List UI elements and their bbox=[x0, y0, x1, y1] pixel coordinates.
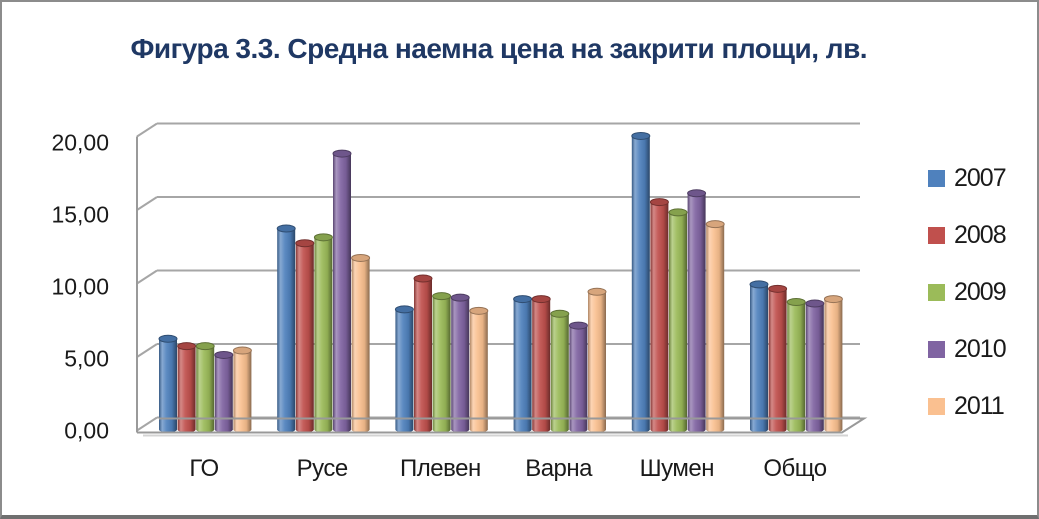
bar-2008-c1 bbox=[295, 243, 314, 430]
bar-top-2007-c0 bbox=[158, 334, 178, 343]
bar-top-2007-c2 bbox=[394, 305, 414, 314]
bar-2009-c4 bbox=[669, 212, 687, 430]
bar-top-2010-c1 bbox=[332, 149, 352, 158]
bar-2010-c5 bbox=[805, 303, 824, 430]
bar-2010-c3 bbox=[569, 325, 588, 430]
legend-item-2007: 2007 bbox=[928, 164, 1007, 192]
bar-2008-c2 bbox=[414, 278, 432, 430]
bar-top-2008-c3 bbox=[531, 295, 551, 304]
category-label: Плевен bbox=[400, 455, 481, 482]
bar-2010-c0 bbox=[214, 354, 233, 430]
bar-2008-c4 bbox=[650, 202, 669, 430]
bar-top-2009-c5 bbox=[786, 298, 806, 307]
legend-label: 2010 bbox=[954, 335, 1007, 363]
legend-swatch-2009 bbox=[928, 284, 945, 301]
bar-top-2011-c2 bbox=[469, 306, 489, 315]
bar-2011-c5 bbox=[824, 299, 843, 430]
category-label: Варна bbox=[525, 455, 593, 482]
bar-2007-c3 bbox=[513, 299, 532, 430]
bar-top-2008-c4 bbox=[649, 198, 669, 207]
bar-2009-c5 bbox=[787, 302, 806, 430]
gridline-connector bbox=[136, 269, 158, 285]
bar-top-2011-c4 bbox=[705, 220, 725, 229]
legend-swatch-2008 bbox=[928, 227, 945, 244]
bar-top-2008-c1 bbox=[295, 239, 315, 248]
bar-2011-c3 bbox=[588, 291, 606, 430]
gridline-connector bbox=[136, 196, 158, 211]
category-label: ГО bbox=[189, 455, 218, 482]
bar-top-2011-c1 bbox=[351, 253, 371, 262]
y-tick-label: 20,00 bbox=[51, 130, 109, 156]
bar-top-2011-c3 bbox=[587, 287, 607, 296]
legend-item-2011: 2011 bbox=[928, 394, 1006, 419]
bar-top-2010-c4 bbox=[687, 189, 707, 198]
bar-2011-c1 bbox=[351, 257, 370, 430]
bar-2007-c2 bbox=[395, 309, 414, 430]
bar-2008-c3 bbox=[532, 299, 551, 430]
chart-floor bbox=[137, 417, 868, 434]
gridline-connector bbox=[136, 122, 158, 138]
y-tick-label: 10,00 bbox=[51, 274, 109, 300]
gridline-connector bbox=[136, 416, 158, 432]
bar-top-2009-c1 bbox=[313, 233, 333, 242]
legend-swatch-2010 bbox=[928, 341, 945, 358]
bar-top-2009-c0 bbox=[195, 342, 215, 351]
bar-2009-c2 bbox=[432, 296, 451, 430]
bar-2007-c5 bbox=[750, 284, 768, 430]
legend-label: 2007 bbox=[954, 164, 1007, 192]
bar-2010-c4 bbox=[687, 193, 706, 430]
y-tick-label: 15,00 bbox=[51, 202, 109, 228]
bar-top-2007-c3 bbox=[513, 295, 533, 304]
bar-2009-c1 bbox=[314, 237, 333, 430]
bar-top-2007-c4 bbox=[631, 131, 651, 140]
legend-label: 2009 bbox=[954, 278, 1007, 306]
bar-2007-c4 bbox=[631, 135, 650, 430]
legend-item-2009: 2009 bbox=[928, 278, 1007, 306]
legend-item-2008: 2008 bbox=[928, 221, 1007, 249]
legend-label: 2011 bbox=[954, 392, 1005, 420]
bar-top-2011-c5 bbox=[823, 295, 843, 304]
legend-swatch-2007 bbox=[928, 170, 945, 187]
bar-2009-c3 bbox=[550, 313, 569, 430]
bar-top-2011-c0 bbox=[232, 346, 252, 355]
bar-top-2010-c5 bbox=[805, 299, 825, 308]
bar-2011-c0 bbox=[233, 350, 252, 430]
bar-top-2009-c4 bbox=[668, 208, 688, 217]
bar-2007-c1 bbox=[277, 228, 296, 430]
bar-2010-c2 bbox=[451, 297, 470, 430]
gridline-connector bbox=[136, 343, 158, 358]
bar-top-2010-c2 bbox=[450, 293, 470, 302]
bar-2009-c0 bbox=[196, 346, 215, 430]
legend-item-2010: 2010 bbox=[928, 335, 1007, 363]
bar-2008-c5 bbox=[768, 288, 787, 430]
bar-top-2009-c3 bbox=[550, 309, 570, 318]
bar-2011-c2 bbox=[469, 310, 488, 430]
bar-top-2008-c5 bbox=[768, 284, 788, 293]
y-tick-label: 5,00 bbox=[64, 346, 109, 372]
bar-top-2010-c3 bbox=[568, 321, 588, 330]
chart-title: Фигура 3.3. Средна наемна цена на закрит… bbox=[130, 33, 868, 64]
bar-2008-c0 bbox=[177, 346, 196, 430]
category-label: Русе bbox=[297, 455, 348, 482]
legend: 2007 2008 2009 2010 2011 bbox=[928, 164, 1007, 419]
y-tick-label: 0,00 bbox=[64, 418, 109, 444]
legend-label: 2008 bbox=[954, 221, 1007, 249]
category-label: Общо bbox=[763, 455, 826, 482]
bar-top-2007-c1 bbox=[276, 224, 296, 233]
bar-2011-c4 bbox=[706, 224, 725, 430]
bar-2010-c1 bbox=[333, 153, 351, 430]
bar-top-2008-c0 bbox=[177, 342, 197, 351]
bar-top-2010-c0 bbox=[214, 350, 234, 359]
bar-2007-c0 bbox=[159, 338, 177, 430]
legend-swatch-2011 bbox=[928, 398, 945, 415]
category-label: Шумен bbox=[640, 455, 714, 482]
bar-top-2009-c2 bbox=[432, 292, 452, 301]
bar-top-2007-c5 bbox=[749, 280, 769, 289]
bar-top-2008-c2 bbox=[413, 274, 433, 283]
